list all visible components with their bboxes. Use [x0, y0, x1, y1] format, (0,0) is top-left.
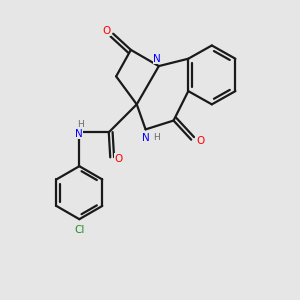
- Text: N: N: [75, 129, 82, 139]
- Text: H: H: [153, 133, 160, 142]
- Text: O: O: [114, 154, 123, 164]
- Text: N: N: [142, 133, 150, 142]
- Text: H: H: [77, 120, 84, 129]
- Text: O: O: [196, 136, 204, 146]
- Text: N: N: [154, 54, 161, 64]
- Text: Cl: Cl: [74, 225, 85, 236]
- Text: O: O: [103, 26, 111, 36]
